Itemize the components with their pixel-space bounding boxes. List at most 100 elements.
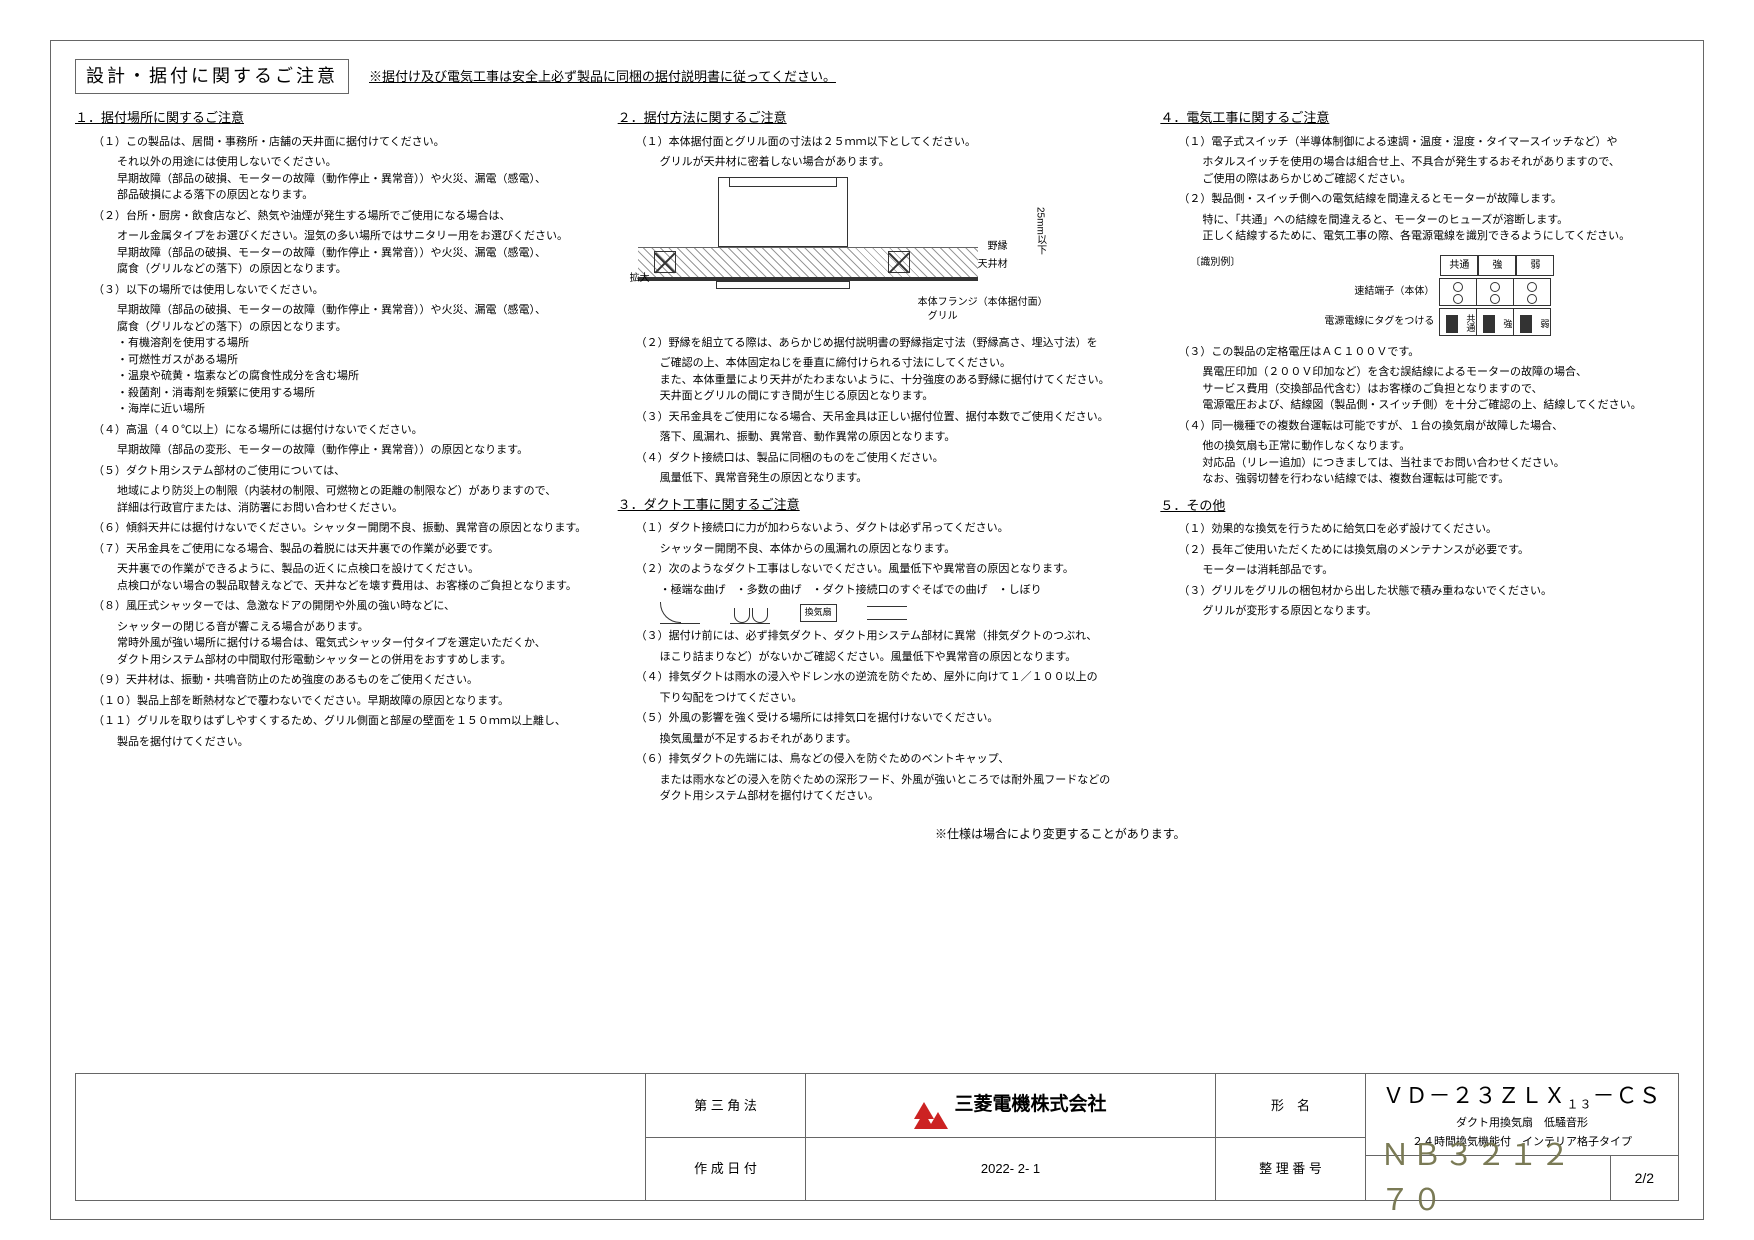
tb-spacer [76, 1074, 646, 1200]
bend-label-2: ・多数の曲げ [736, 582, 802, 599]
date-value: 2022- 2- 1 [806, 1138, 1215, 1201]
main-title: 設計・据付に関するご注意 [75, 59, 349, 94]
c1-item-2c: 腐食（グリルなどの落下）の原因となります。 [117, 261, 594, 278]
c1-item-11: （１１）グリルを取りはずしやすくするため、グリル側面と部屋の壁面を１５０ｍｍ以上… [93, 713, 594, 730]
c3-item-1a: ホタルスイッチを使用の場合は組合せ上、不具合が発生するおそれがありますので、 [1202, 154, 1679, 171]
c3-item-4b: 対応品（リレー追加）につきましては、当社までお問い合わせください。 [1202, 455, 1679, 472]
tag-common: 共通 [1439, 308, 1477, 336]
c2-item-2c: 天井面とグリルの間にすき間が生じる原因となります。 [660, 388, 1137, 405]
term-head-common: 共通 [1440, 255, 1478, 276]
bend-label-1: ・極端な曲げ [660, 582, 726, 599]
c1-item-8b: 常時外風が強い場所に据付ける場合は、電気式シャッター付タイプを選定いただくか、 [117, 635, 594, 652]
section-1-title: １．据付場所に関するご注意 [75, 108, 594, 128]
c3-item-2b: 正しく結線するために、電気工事の際、各電源電線を識別できるようにしてください。 [1202, 228, 1679, 245]
c1-item-10: （１０）製品上部を断熱材などで覆わないでください。早期故障の原因となります。 [93, 693, 594, 710]
drawing-row: ＮＢ３２１２７０ 2/2 [1366, 1156, 1678, 1200]
c3-item-4c: なお、強弱切替を行わない結線では、複数台運転は可能です。 [1202, 471, 1679, 488]
c1-item-8c: ダクト用システム部材の中間取付形電動シャッターとの併用をおすすめします。 [117, 652, 594, 669]
c2-d1: （１）ダクト接続口に力が加わらないよう、ダクトは必ず吊ってください。 [636, 520, 1137, 537]
c2-item-2a: ご確認の上、本体固定ねじを垂直に締付けられる寸法にしてください。 [660, 355, 1137, 372]
c1-item-3d: ・可燃性ガスがある場所 [117, 352, 594, 369]
c3-item-2a: 特に、「共通」への結線を間違えると、モーターのヒューズが溶断します。 [1202, 212, 1679, 229]
columns: １．据付場所に関するご注意 （１）この製品は、居間・事務所・店舗の天井面に据付け… [75, 100, 1679, 805]
label-flange: 本体フランジ（本体据付面） [918, 295, 1048, 310]
bend-labels: ・極端な曲げ ・多数の曲げ ・ダクト接続口のすぐそばでの曲げ ・しぼり [660, 582, 1137, 599]
c3-o2: （２）長年ご使用いただくためには換気扇のメンテナンスが必要です。 [1178, 542, 1679, 559]
label-grille: グリル [928, 309, 958, 324]
projection-label: 第 三 角 法 [646, 1074, 805, 1138]
c1-item-3a: 早期故障（部品の破損、モーターの故障（動作停止・異常音））や火災、漏電（感電）、 [117, 302, 594, 319]
c2-item-4: （４）ダクト接続口は、製品に同梱のものをご使用ください。 [636, 450, 1137, 467]
c3-item-4: （４）同一機種での複数台運転は可能ですが、１台の換気扇が故障した場合、 [1178, 418, 1679, 435]
c3-o2a: モーターは消耗部品です。 [1202, 562, 1679, 579]
terminal-caption: 〔識別例〕 [1190, 255, 1250, 336]
header: 設計・据付に関するご注意 ※据付け及び電気工事は安全上必ず製品に同梱の据付説明書… [75, 59, 1679, 94]
c1-item-5a: 地域により防災上の制限（内装材の制限、可燃物との距離の制限など）がありますので、 [117, 483, 594, 500]
fan-box-icon: 換気扇 [800, 604, 837, 622]
bend-narrow-icon [867, 606, 907, 620]
company-name: 三菱電機株式会社 [954, 1091, 1106, 1120]
spec-change-note: ※仕様は場合により変更することがあります。 [75, 825, 1679, 843]
c1-item-3g: ・海岸に近い場所 [117, 401, 594, 418]
label-tenjo: 天井材 [978, 257, 1008, 272]
page-frame: 設計・据付に関するご注意 ※据付け及び電気工事は安全上必ず製品に同梱の据付説明書… [50, 40, 1704, 1220]
tb-col-labels-1: 第 三 角 法 作 成 日 付 [646, 1074, 806, 1200]
c2-d3: （３）据付け前には、必ず排気ダクト、ダクト用システム部材に異常（排気ダクトのつぶ… [636, 628, 1137, 645]
c3-item-1: （１）電子式スイッチ（半導体制御による速調・温度・湿度・タイマースイッチなど）や [1178, 134, 1679, 151]
company-row: 三菱電機株式会社 [806, 1074, 1215, 1138]
tb-col-company: 三菱電機株式会社 2022- 2- 1 [806, 1074, 1216, 1200]
c1-item-3e: ・温泉や硫黄・塩素などの腐食性成分を含む場所 [117, 368, 594, 385]
c2-item-3: （３）天吊金具をご使用になる場合、天吊金具は正しい据付位置、据付本数でご使用くだ… [636, 409, 1137, 426]
section-4-title: ４．電気工事に関するご注意 [1160, 108, 1679, 128]
c3-item-2: （２）製品側・スイッチ側への電気結線を間違えるとモーターが故障します。 [1178, 191, 1679, 208]
c1-item-3b: 腐食（グリルなどの落下）の原因となります。 [117, 319, 594, 336]
date-label: 作 成 日 付 [646, 1138, 805, 1201]
c1-item-7a: 天井裏での作業ができるように、製品の近くに点検口を設けてください。 [117, 561, 594, 578]
c2-item-3a: 落下、風漏れ、振動、異常音、動作異常の原因となります。 [660, 429, 1137, 446]
term-cell-common [1439, 278, 1477, 306]
model-desc-1: ダクト用換気扇 低騒音形 [1456, 1115, 1588, 1132]
term-row1-label: 速結端子（本体） [1250, 284, 1440, 299]
c3-item-1b: ご使用の際はあらかじめご確認ください。 [1202, 171, 1679, 188]
c1-item-2b: 早期故障（部品の破損、モーターの故障（動作停止・異常音））や火災、漏電（感電）、 [117, 245, 594, 262]
grille-icon [716, 281, 850, 289]
c2-d6: （６）排気ダクトの先端には、鳥などの侵入を防ぐためのベントキャップ、 [636, 751, 1137, 768]
c1-item-1b: 早期故障（部品の破損、モーターの故障（動作停止・異常音））や火災、漏電（感電）、 [117, 171, 594, 188]
ceiling-hatch [638, 247, 978, 277]
c2-d6a: または雨水などの浸入を防ぐための深形フード、外風が強いところでは耐外風フードなど… [660, 772, 1137, 789]
c2-d3a: ほこり詰まりなど）がないかご確認ください。風量低下や異常音の原因となります。 [660, 649, 1137, 666]
section-3-title: ３．ダクト工事に関するご注意 [618, 495, 1137, 515]
c2-d6b: ダクト用システム部材を据付けてください。 [660, 788, 1137, 805]
bend-icons-row: 換気扇 [660, 602, 1137, 624]
c1-item-5: （５）ダクト用システム部材のご使用については、 [93, 463, 594, 480]
title-block: 第 三 角 法 作 成 日 付 三菱電機株式会社 2022- 2- 1 形 名 … [75, 1073, 1679, 1201]
label-nobuchi: 野縁 [988, 239, 1008, 254]
c2-d1a: シャッター開閉不良、本体からの風漏れの原因となります。 [660, 541, 1137, 558]
bend-multi-icon [730, 602, 770, 624]
c3-o3: （３）グリルをグリルの梱包材から出した状態で積み重ねないでください。 [1178, 583, 1679, 600]
c1-item-2a: オール金属タイプをお選びください。湿気の多い場所ではサニタリー用をお選びください… [117, 228, 594, 245]
c2-item-2: （２）野縁を組立てる際は、あらかじめ据付説明書の野縁指定寸法（野縁高さ、埋込寸法… [636, 335, 1137, 352]
c2-item-1: （１）本体据付面とグリル面の寸法は２５ｍｍ以下としてください。 [636, 134, 1137, 151]
drawing-number: ＮＢ３２１２７０ [1366, 1156, 1611, 1200]
c1-item-3f: ・殺菌剤・消毒剤を頻繁に使用する場所 [117, 385, 594, 402]
c2-d5a: 換気風量が不足するおそれがあります。 [660, 731, 1137, 748]
bend-label-3: ・ダクト接続口のすぐそばでの曲げ [812, 582, 988, 599]
label-25mm: 25mm以下 [1033, 207, 1048, 255]
c1-item-3c: ・有機溶剤を使用する場所 [117, 335, 594, 352]
tb-col-model: ＶＤ－２３ＺＬＸ１３－ＣＳ ダクト用換気扇 低騒音形 ２４時間換気機能付 インテ… [1366, 1074, 1678, 1200]
c1-item-5b: 詳細は行政官庁または、消防署にお問い合わせください。 [117, 500, 594, 517]
c3-o1: （１）効果的な換気を行うために給気口を必ず設けてください。 [1178, 521, 1679, 538]
c1-item-1a: それ以外の用途には使用しないでください。 [117, 154, 594, 171]
section-5-title: ５．その他 [1160, 496, 1679, 516]
tag-strong: 強 [1476, 308, 1514, 336]
unit-body-icon [718, 177, 848, 247]
c1-item-1c: 部品破損による落下の原因となります。 [117, 187, 594, 204]
c1-item-8: （８）風圧式シャッターでは、急激なドアの開閉や外風の強い時などに、 [93, 598, 594, 615]
mitsubishi-logo-icon [914, 1095, 948, 1115]
c1-item-7: （７）天吊金具をご使用になる場合、製品の着脱には天井裏での作業が必要です。 [93, 541, 594, 558]
term-head-strong: 強 [1478, 255, 1516, 276]
terminal-diagram: 〔識別例〕 共通 強 弱 速結端子（本体） [1190, 255, 1679, 336]
c1-item-6: （６）傾斜天井には据付けないでください。シャッター開閉不良、振動、異常音の原因と… [93, 520, 594, 537]
joist-right-icon [888, 251, 910, 273]
